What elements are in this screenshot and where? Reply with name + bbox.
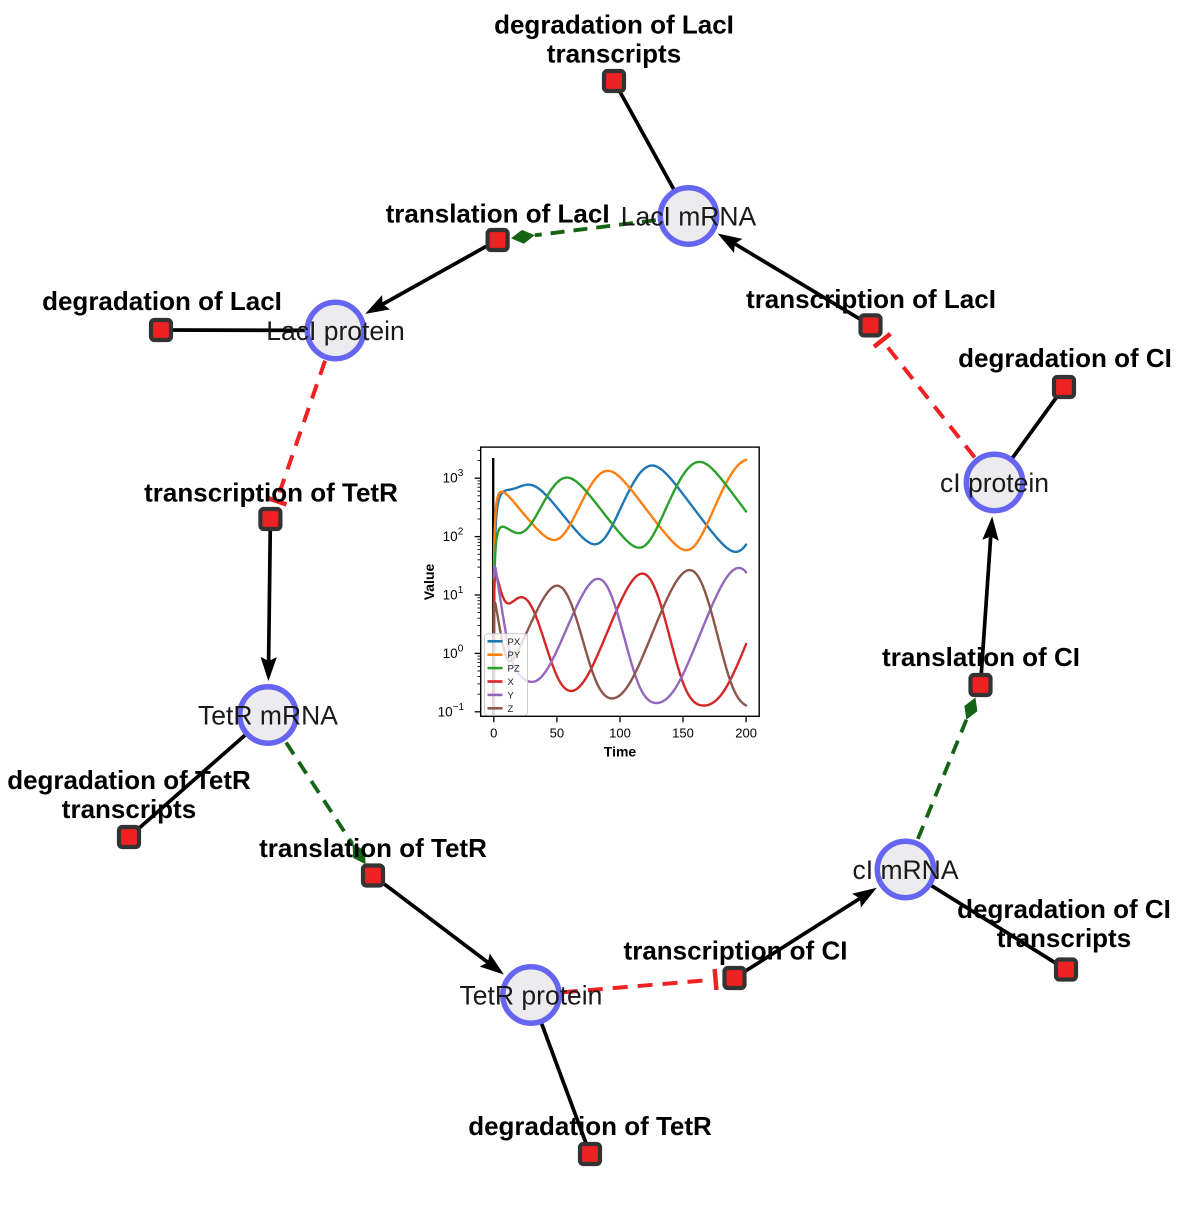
svg-text:degradation of LacI: degradation of LacI xyxy=(494,10,734,40)
svg-text:LacI mRNA: LacI mRNA xyxy=(621,202,757,232)
svg-text:10: 10 xyxy=(443,646,458,661)
svg-text:translation of TetR: translation of TetR xyxy=(259,833,487,863)
svg-text:10: 10 xyxy=(443,588,458,603)
svg-text:150: 150 xyxy=(672,725,694,740)
svg-text:2: 2 xyxy=(458,527,464,538)
svg-text:translation of LacI: translation of LacI xyxy=(386,198,610,228)
svg-text:degradation of TetR: degradation of TetR xyxy=(7,765,251,795)
svg-text:TetR mRNA: TetR mRNA xyxy=(198,701,338,731)
svg-text:PY: PY xyxy=(508,650,521,661)
svg-text:0: 0 xyxy=(458,643,464,654)
svg-text:transcripts: transcripts xyxy=(547,39,681,69)
svg-text:PX: PX xyxy=(508,637,521,648)
svg-text:3: 3 xyxy=(458,468,464,479)
svg-text:10: 10 xyxy=(438,704,453,719)
svg-text:transcription of TetR: transcription of TetR xyxy=(144,478,398,508)
svg-text:100: 100 xyxy=(609,725,631,740)
svg-text:50: 50 xyxy=(550,725,564,740)
svg-text:transcripts: transcripts xyxy=(997,923,1131,953)
svg-text:degradation of CI: degradation of CI xyxy=(958,343,1172,373)
svg-text:transcripts: transcripts xyxy=(62,794,196,824)
svg-text:degradation of TetR: degradation of TetR xyxy=(468,1111,712,1141)
svg-text:transcription of LacI: transcription of LacI xyxy=(746,284,996,314)
svg-text:10: 10 xyxy=(443,529,458,544)
svg-text:Z: Z xyxy=(508,704,514,715)
svg-text:Y: Y xyxy=(508,690,515,701)
svg-text:0: 0 xyxy=(490,725,497,740)
svg-text:Time: Time xyxy=(604,743,637,759)
svg-text:cI mRNA: cI mRNA xyxy=(853,855,959,885)
svg-text:1: 1 xyxy=(458,585,464,596)
svg-text:200: 200 xyxy=(735,725,757,740)
svg-text:transcription of CI: transcription of CI xyxy=(624,936,848,966)
svg-text:cI protein: cI protein xyxy=(940,468,1049,498)
svg-text:X: X xyxy=(508,677,515,688)
svg-text:translation of CI: translation of CI xyxy=(882,642,1080,672)
svg-text:degradation of LacI: degradation of LacI xyxy=(42,286,282,316)
svg-text:degradation of CI: degradation of CI xyxy=(957,894,1171,924)
svg-text:PZ: PZ xyxy=(508,664,520,675)
svg-text:TetR protein: TetR protein xyxy=(460,981,603,1011)
svg-text:−1: −1 xyxy=(453,702,465,713)
svg-text:10: 10 xyxy=(443,471,458,486)
svg-text:Value: Value xyxy=(421,564,437,601)
svg-text:LacI protein: LacI protein xyxy=(266,316,404,346)
